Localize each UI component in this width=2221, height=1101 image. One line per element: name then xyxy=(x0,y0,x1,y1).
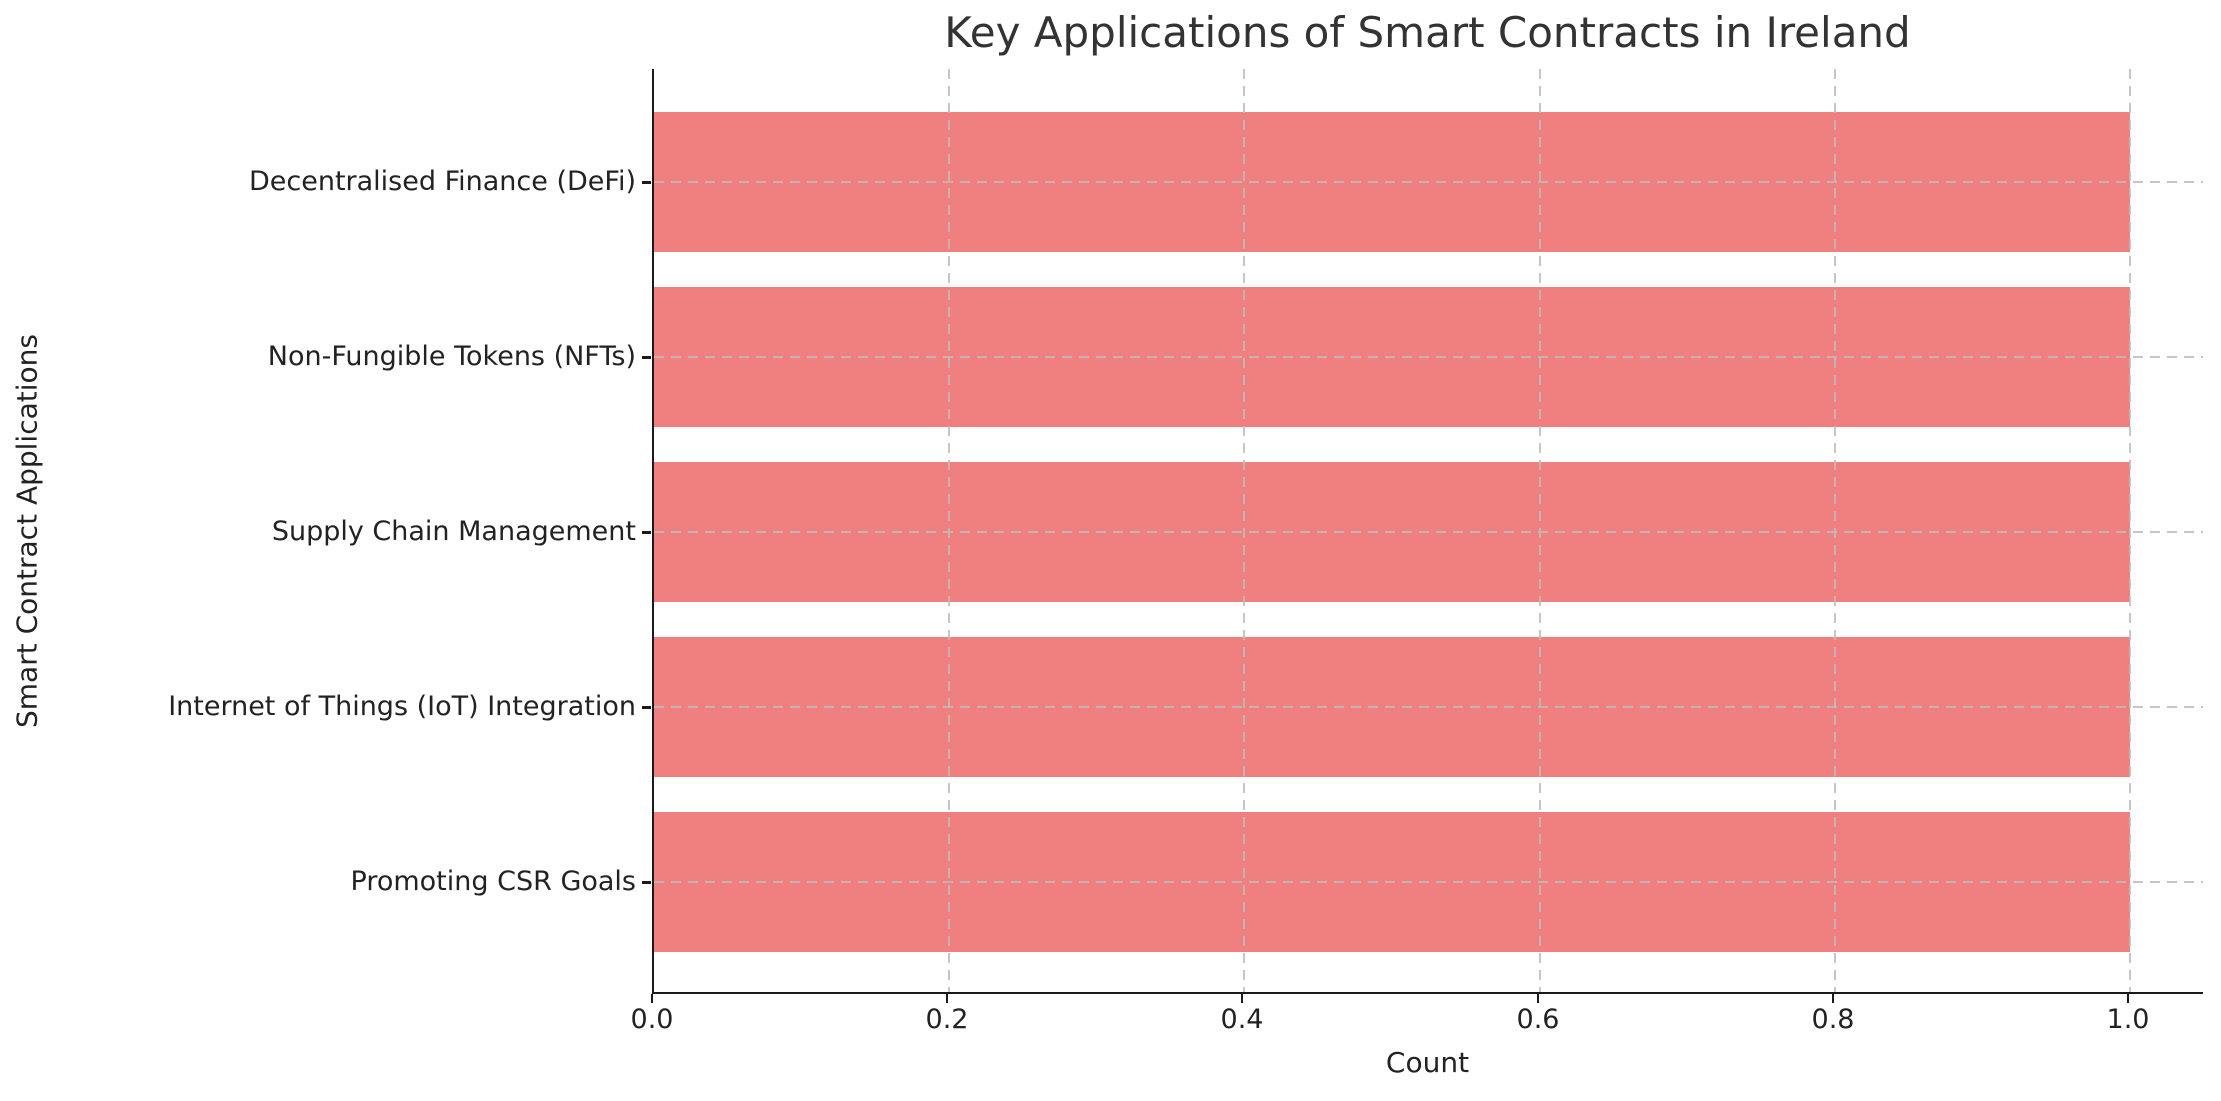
x-tick-mark xyxy=(651,994,653,1003)
x-tick-label: 0.6 xyxy=(1516,1004,1560,1035)
x-tick-label: 0.0 xyxy=(630,1004,674,1035)
x-tick-mark xyxy=(946,994,948,1003)
x-tick-mark xyxy=(1832,994,1834,1003)
x-tick-label: 0.8 xyxy=(1811,1004,1855,1035)
gridline-vertical xyxy=(1243,69,1245,992)
y-tick-label: Promoting CSR Goals xyxy=(350,865,636,897)
x-axis-label: Count xyxy=(1385,1046,1470,1079)
x-tick-mark xyxy=(1537,994,1539,1003)
gridline-horizontal xyxy=(654,356,2203,358)
y-axis-label: Smart Contract Applications xyxy=(10,334,44,728)
chart-title: Key Applications of Smart Contracts in I… xyxy=(944,8,1911,57)
gridline-horizontal xyxy=(654,881,2203,883)
y-tick-mark xyxy=(642,531,651,534)
y-tick-mark xyxy=(642,181,651,184)
plot-area xyxy=(652,69,2203,994)
gridline-horizontal xyxy=(654,181,2203,183)
gridline-vertical xyxy=(1539,69,1541,992)
gridline-horizontal xyxy=(654,706,2203,708)
y-tick-mark xyxy=(642,881,651,884)
y-tick-mark xyxy=(642,356,651,359)
x-tick-label: 0.2 xyxy=(925,1004,969,1035)
x-tick-label: 0.4 xyxy=(1220,1004,1264,1035)
gridline-vertical xyxy=(948,69,950,992)
y-tick-label: Internet of Things (IoT) Integration xyxy=(168,690,636,722)
y-tick-mark xyxy=(642,706,651,709)
y-tick-label: Decentralised Finance (DeFi) xyxy=(248,165,636,197)
x-tick-mark xyxy=(1241,994,1243,1003)
gridline-vertical xyxy=(2129,69,2131,992)
gridline-vertical xyxy=(1834,69,1836,992)
y-tick-label: Non-Fungible Tokens (NFTs) xyxy=(267,340,636,372)
y-tick-label: Supply Chain Management xyxy=(271,515,636,547)
x-tick-label: 1.0 xyxy=(2106,1004,2150,1035)
x-tick-mark xyxy=(2127,994,2129,1003)
gridline-horizontal xyxy=(654,531,2203,533)
